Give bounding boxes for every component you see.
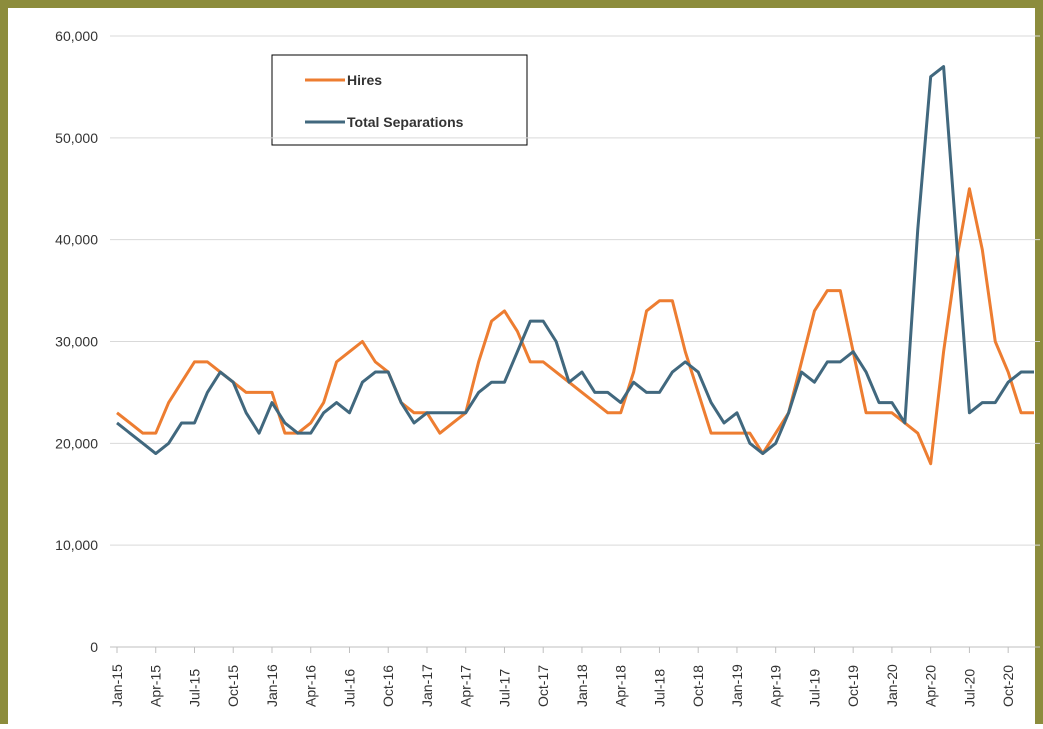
- y-tick-label: 60,000: [55, 28, 98, 44]
- x-tick-label: Jul-16: [341, 669, 357, 707]
- x-tick-label: Jul-20: [961, 669, 977, 707]
- x-tick-label: Oct-16: [380, 665, 396, 707]
- x-tick-label: Jan-19: [729, 664, 745, 707]
- x-tick-label: Jan-18: [574, 664, 590, 707]
- x-tick-label: Apr-20: [923, 665, 939, 707]
- legend: [271, 54, 528, 146]
- x-tick-label: Oct-20: [1000, 665, 1016, 707]
- line-series: [116, 65, 1034, 456]
- x-tick-label: Apr-17: [458, 665, 474, 707]
- x-tick-label: Apr-18: [613, 665, 629, 707]
- x-tick-label: Apr-19: [768, 665, 784, 707]
- x-tick-label: Apr-16: [303, 665, 319, 707]
- x-tick-label: Jul-15: [186, 669, 202, 707]
- y-tick-label: 20,000: [55, 435, 98, 451]
- line-series: [116, 187, 1034, 466]
- legend-label: Hires: [347, 72, 382, 88]
- x-tick-label: Jul-18: [651, 669, 667, 707]
- x-tick-label: Apr-15: [148, 665, 164, 707]
- x-tick-label: Oct-19: [845, 665, 861, 707]
- x-tick-label: Jan-15: [109, 664, 125, 707]
- x-tick-label: Jul-19: [806, 669, 822, 707]
- y-tick-label: 10,000: [55, 537, 98, 553]
- x-tick-label: Oct-17: [535, 665, 551, 707]
- x-tick-label: Jan-20: [884, 664, 900, 707]
- y-tick-label: 50,000: [55, 130, 98, 146]
- x-tick-label: Oct-15: [225, 665, 241, 707]
- y-tick-label: 30,000: [55, 334, 98, 350]
- x-tick-label: Jan-17: [419, 664, 435, 707]
- x-tick-label: Jan-16: [264, 664, 280, 707]
- legend-label: Total Separations: [347, 114, 464, 130]
- y-tick-label: 0: [90, 639, 98, 655]
- x-tick-label: Jul-17: [496, 669, 512, 707]
- x-tick-label: Oct-18: [690, 665, 706, 707]
- y-tick-label: 40,000: [55, 232, 98, 248]
